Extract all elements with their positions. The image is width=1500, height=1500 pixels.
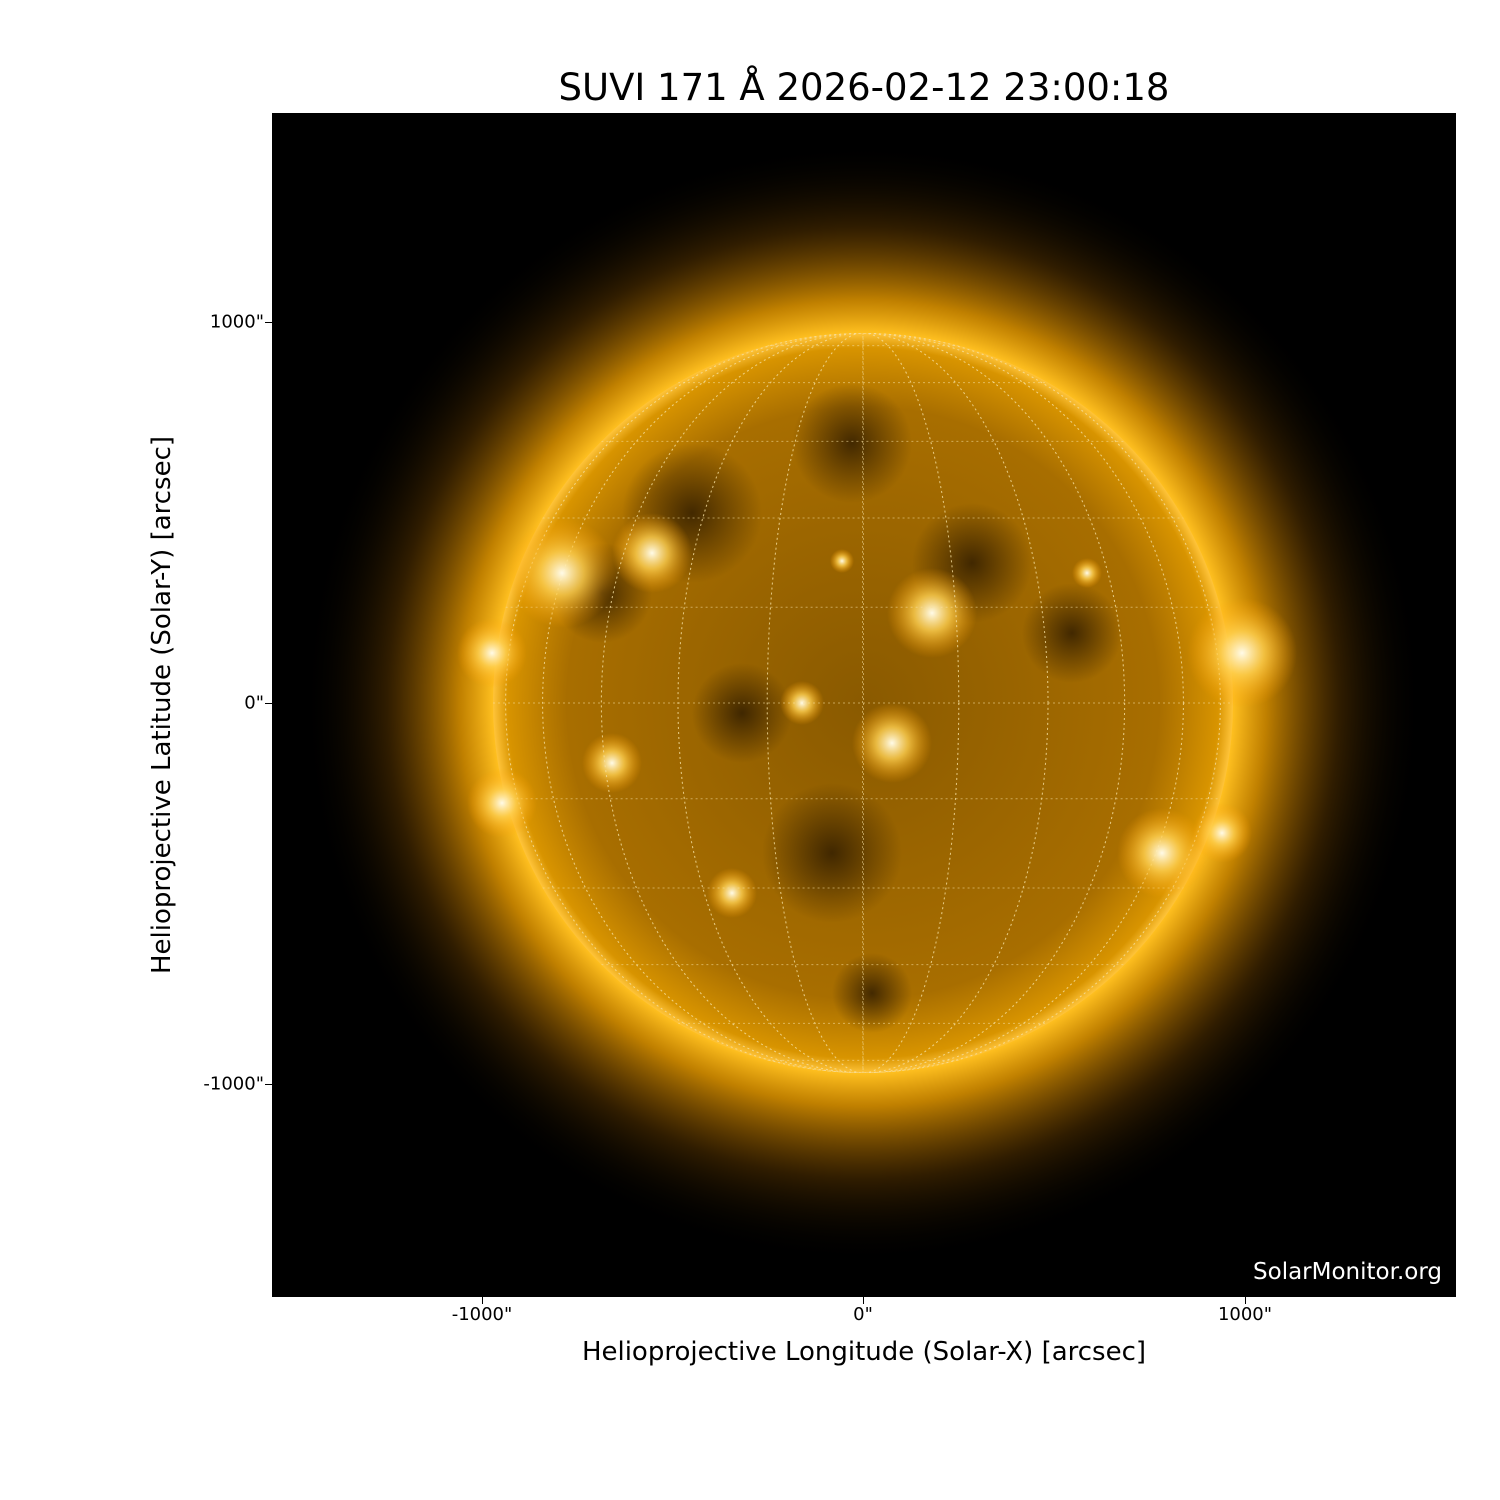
active-region xyxy=(780,681,824,725)
coronal-hole xyxy=(832,953,912,1033)
limb-brightening xyxy=(1117,808,1207,898)
x-tick-label: 0" xyxy=(853,1304,873,1325)
solar-image: SolarMonitor.org xyxy=(272,113,1456,1297)
y-tick-mark xyxy=(265,1084,272,1085)
x-axis-label: Helioprojective Longitude (Solar-X) [arc… xyxy=(581,1337,1147,1367)
limb-brightening xyxy=(457,618,527,688)
coronal-hole xyxy=(1022,583,1122,683)
y-tick-label: -1000" xyxy=(203,1073,264,1095)
x-tick-mark xyxy=(482,1297,483,1304)
sun-disk-image xyxy=(303,143,1423,1263)
active-region xyxy=(707,868,757,918)
y-axis-label: Helioprojective Latitude (Solar-Y) [arcs… xyxy=(147,435,177,975)
limb-brightening xyxy=(507,518,617,628)
y-tick-mark xyxy=(265,703,272,704)
active-region xyxy=(1072,558,1102,588)
x-tick-label: -1000" xyxy=(451,1304,513,1325)
active-region xyxy=(582,733,642,793)
limb-brightening xyxy=(1192,803,1252,863)
coronal-hole xyxy=(692,663,792,763)
active-region xyxy=(612,513,692,593)
limb-brightening xyxy=(467,768,537,838)
x-tick-mark xyxy=(863,1297,864,1304)
x-tick-mark xyxy=(1245,1297,1246,1304)
coronal-hole xyxy=(792,383,912,503)
coronal-hole xyxy=(762,783,902,923)
y-tick-label: 0" xyxy=(244,692,264,714)
x-tick-label: 1000" xyxy=(1217,1304,1273,1325)
active-region xyxy=(830,549,854,573)
plot-title: SUVI 171 Å 2026-02-12 23:00:18 xyxy=(558,66,1170,109)
limb-brightening xyxy=(1187,598,1297,708)
active-region xyxy=(852,703,932,783)
active-region xyxy=(887,568,977,658)
credit-watermark: SolarMonitor.org xyxy=(1253,1259,1442,1285)
y-tick-label: 1000" xyxy=(209,311,264,333)
y-tick-mark xyxy=(265,322,272,323)
